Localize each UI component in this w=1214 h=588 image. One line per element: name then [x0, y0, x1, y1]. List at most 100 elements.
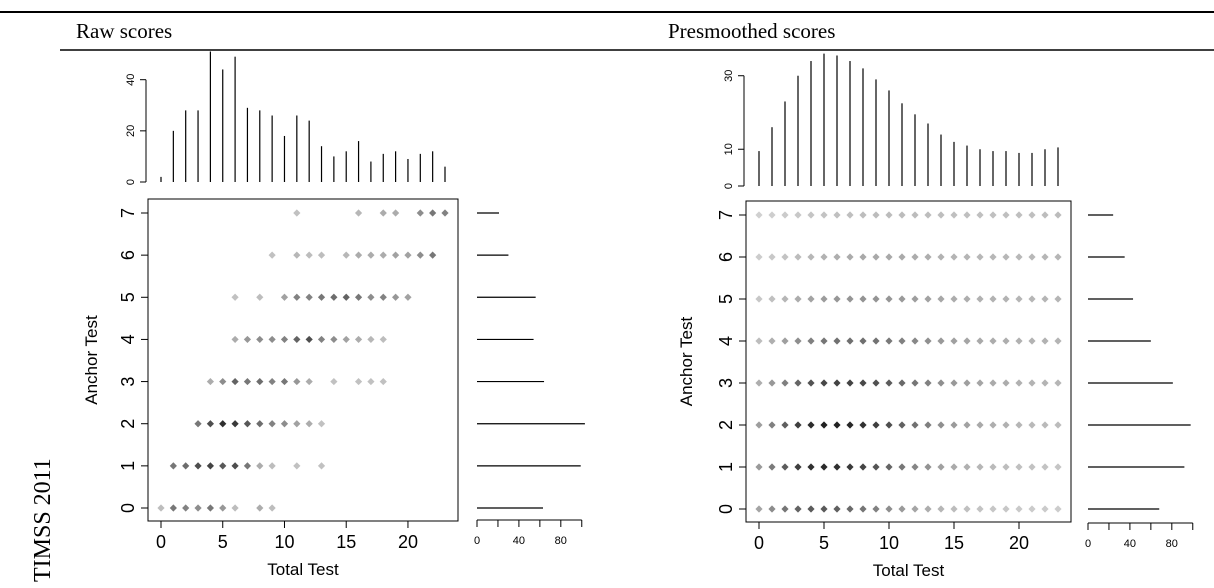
y-tick-label: 1 [118, 461, 138, 471]
data-point [872, 211, 880, 219]
right-marginal-tick-label: 80 [1166, 538, 1178, 550]
data-point [937, 505, 945, 513]
data-point [924, 337, 932, 345]
data-point [872, 505, 880, 513]
data-point [859, 421, 867, 429]
data-point [794, 421, 802, 429]
data-point [379, 377, 387, 386]
data-point [794, 337, 802, 345]
data-point [1054, 379, 1062, 387]
top-marginal-tick-label: 0 [723, 183, 735, 189]
data-point [231, 293, 239, 301]
data-point [976, 253, 984, 261]
data-point [755, 337, 763, 345]
data-point [219, 462, 227, 470]
top-marginal-tick-label: 0 [125, 179, 137, 185]
x-tick-label: 5 [819, 533, 829, 553]
right-marginal-tick-label: 40 [1124, 538, 1136, 550]
data-point [898, 421, 906, 429]
data-point [330, 377, 338, 386]
data-point [354, 209, 363, 217]
x-axis-label: Total Test [873, 561, 945, 580]
data-point [293, 462, 301, 470]
data-point [963, 463, 971, 471]
data-point [937, 211, 945, 219]
x-axis-label: Total Test [267, 560, 339, 579]
data-point [833, 421, 841, 429]
data-point [268, 462, 276, 470]
y-tick-label: 3 [118, 377, 138, 387]
data-point [794, 211, 802, 219]
data-point [1028, 421, 1036, 429]
data-point [182, 504, 190, 512]
data-point [416, 209, 424, 217]
data-point [911, 379, 919, 387]
data-point [898, 211, 906, 219]
data-point [846, 295, 854, 303]
data-point [280, 335, 289, 344]
data-point [280, 293, 289, 301]
data-point [256, 293, 264, 301]
data-point [807, 295, 815, 303]
y-tick-label: 0 [716, 504, 736, 514]
data-point [976, 505, 984, 513]
data-point [280, 420, 289, 428]
data-point [859, 505, 867, 513]
y-tick-label: 2 [118, 419, 138, 429]
data-point [354, 251, 363, 259]
data-point [859, 211, 867, 219]
data-point [342, 293, 350, 301]
data-point [354, 377, 363, 386]
data-point [989, 379, 997, 387]
data-point [404, 293, 412, 301]
y-tick-label: 7 [118, 208, 138, 218]
x-tick-label: 20 [1009, 533, 1029, 553]
data-point [820, 295, 828, 303]
data-point [859, 337, 867, 345]
data-point [1015, 463, 1023, 471]
data-point [768, 505, 776, 513]
data-point [293, 335, 301, 344]
data-point [231, 420, 239, 428]
data-point [280, 377, 289, 386]
data-point [1041, 253, 1049, 261]
data-point [989, 253, 997, 261]
data-point [392, 293, 400, 301]
data-point [219, 420, 227, 428]
data-point [781, 463, 789, 471]
x-tick-label: 15 [944, 533, 964, 553]
data-point [342, 251, 350, 259]
data-point [1054, 253, 1062, 261]
data-point [898, 337, 906, 345]
data-point [256, 377, 264, 386]
y-axis-label: Anchor Test [82, 315, 101, 405]
data-point [768, 253, 776, 261]
data-point [820, 505, 828, 513]
data-point [1002, 421, 1010, 429]
data-point [898, 253, 906, 261]
data-point [392, 251, 400, 259]
data-point [206, 462, 214, 470]
top-marginal-tick-label: 20 [125, 125, 137, 137]
data-point [231, 377, 239, 386]
data-point [755, 463, 763, 471]
x-tick-label: 0 [156, 532, 166, 552]
data-point [1054, 463, 1062, 471]
data-point [885, 505, 893, 513]
data-point [898, 295, 906, 303]
data-point [898, 505, 906, 513]
data-point [379, 209, 387, 217]
data-point [755, 379, 763, 387]
data-point [885, 253, 893, 261]
data-point [768, 337, 776, 345]
data-point [379, 335, 387, 344]
data-point [231, 335, 239, 344]
data-point [976, 295, 984, 303]
data-point [911, 337, 919, 345]
data-point [885, 211, 893, 219]
plot-frame [147, 198, 459, 522]
data-point [833, 295, 841, 303]
y-tick-label: 0 [118, 503, 138, 513]
data-point [976, 421, 984, 429]
